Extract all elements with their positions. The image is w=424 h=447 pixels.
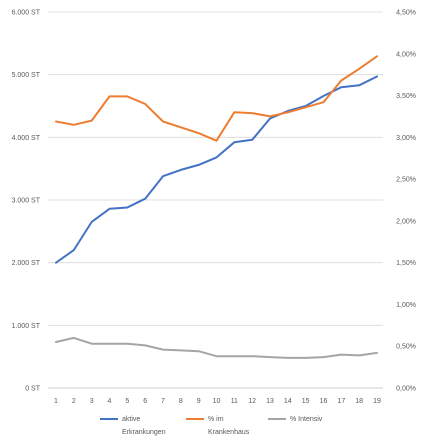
x-tick-label: 2 xyxy=(72,398,76,405)
x-tick-label: 14 xyxy=(284,398,292,405)
legend-label: % Intensiv xyxy=(290,416,323,423)
axes: 0 ST 1.000 ST 2.000 ST 3.000 ST 4.000 ST 5.00… xyxy=(12,10,416,406)
gridlines xyxy=(48,11,383,389)
series-lines xyxy=(55,55,378,359)
y-right-tick-label: 3,50% xyxy=(396,93,416,100)
x-tick-label: 12 xyxy=(248,398,256,405)
x-tick-label: 15 xyxy=(302,398,310,405)
x-tick-label: 9 xyxy=(197,398,201,405)
x-tick-label: 8 xyxy=(179,398,183,405)
x-tick-label: 18 xyxy=(355,398,363,405)
y-right-tick-label: 2,00% xyxy=(396,218,416,225)
series-line-aktive-erkrankungen xyxy=(55,75,378,264)
x-tick-label: 17 xyxy=(337,398,345,405)
x-tick-label: 13 xyxy=(266,398,274,405)
x-tick-label: 11 xyxy=(231,398,238,405)
y-left-tick-label: 3.000 ST xyxy=(12,198,41,205)
y-right-tick-label: 1,50% xyxy=(396,260,416,267)
x-tick-label: 4 xyxy=(108,398,112,405)
legend-label: aktive xyxy=(122,416,140,423)
legend-label: % im xyxy=(208,416,224,423)
y-left-tick-label: 0 ST xyxy=(25,386,41,393)
y-left-tick-label: 6.000 ST xyxy=(12,10,41,17)
y-right-tick-label: 2,50% xyxy=(396,177,416,184)
x-tick-label: 1 xyxy=(54,398,58,405)
x-tick-label: 3 xyxy=(90,398,94,405)
x-tick-label: 10 xyxy=(213,398,221,405)
y-right-tick-label: 3,00% xyxy=(396,135,416,142)
x-tick-label: 6 xyxy=(143,398,147,405)
y-right-tick-label: 0,50% xyxy=(396,344,416,351)
y-right-tick-label: 1,00% xyxy=(396,302,416,309)
x-tick-label: 5 xyxy=(125,398,129,405)
series-line-intensiv xyxy=(55,336,378,359)
y-left-tick-label: 4.000 ST xyxy=(12,135,41,142)
y-right-tick-label: 0,00% xyxy=(396,386,416,393)
y-right-tick-label: 4,00% xyxy=(396,51,416,58)
series-line-im-krankenhaus xyxy=(55,55,378,142)
y-right-tick-label: 4,50% xyxy=(396,10,416,17)
y-left-tick-label: 1.000 ST xyxy=(12,323,41,330)
x-tick-label: 7 xyxy=(161,398,165,405)
legend: aktive Erkrankungen % im Krankenhaus % Inten… xyxy=(100,416,323,436)
x-tick-label: 19 xyxy=(373,398,381,405)
legend-label: Krankenhaus xyxy=(208,429,250,436)
y-left-tick-label: 2.000 ST xyxy=(12,260,41,267)
y-left-tick-label: 5.000 ST xyxy=(12,72,41,79)
x-tick-label: 16 xyxy=(320,398,328,405)
legend-label: Erkrankungen xyxy=(122,429,166,436)
